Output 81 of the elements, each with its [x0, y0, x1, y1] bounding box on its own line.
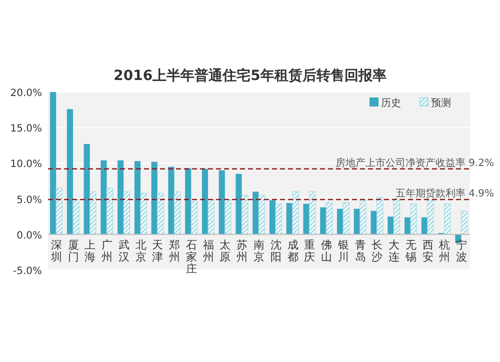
- legend-label: 预测: [431, 97, 451, 109]
- bar: [376, 197, 384, 235]
- ref-line-label: 五年期贷款利率 4.9%: [395, 188, 494, 200]
- bar: [320, 207, 326, 234]
- x-tick-label: 大连: [388, 238, 400, 264]
- bar: [404, 217, 411, 234]
- bar: [236, 174, 242, 234]
- x-tick-label: 西安: [422, 238, 434, 264]
- bar: [241, 194, 248, 235]
- bar: [410, 203, 417, 235]
- x-tick-label: 银川: [336, 238, 349, 264]
- y-tick-label: 5.0%: [16, 194, 42, 206]
- x-tick-label: 厦门: [68, 238, 79, 264]
- x-tick-label: 南京: [254, 238, 264, 264]
- chart-title: 2016上半年普通住宅5年租赁后转售回报率: [114, 67, 386, 84]
- bar: [174, 191, 181, 235]
- bar: [123, 191, 130, 235]
- bar: [134, 161, 141, 234]
- bar: [151, 162, 158, 234]
- x-tick-label: 北京: [135, 238, 146, 264]
- x-tick-label: 沈阳: [270, 238, 282, 264]
- bar: [388, 216, 394, 234]
- bar: [202, 168, 208, 234]
- bar: [50, 92, 56, 234]
- x-tick-label: 成都: [287, 238, 298, 264]
- bar: [224, 199, 232, 235]
- x-tick-label: 上海: [84, 238, 96, 264]
- bar: [286, 203, 292, 234]
- bar: [168, 166, 174, 234]
- bar: [258, 194, 266, 235]
- x-tick-label: 武汉: [118, 238, 130, 264]
- bar: [218, 170, 225, 234]
- y-tick-label: 10.0%: [10, 159, 42, 170]
- y-tick-label: 0.0%: [16, 230, 42, 242]
- x-tick-label: 广州: [102, 238, 113, 264]
- x-tick-label: 苏州: [236, 238, 248, 264]
- legend-label: 历史: [381, 97, 401, 109]
- x-tick-label: 无锡: [404, 238, 416, 264]
- bar: [157, 192, 164, 235]
- x-tick-label: 杭州: [438, 238, 450, 264]
- bar: [326, 202, 333, 235]
- bar: [360, 200, 366, 235]
- bar: [106, 188, 114, 235]
- bar: [185, 168, 192, 234]
- y-tick-label: 20.0%: [10, 88, 42, 99]
- x-tick-label: 青岛: [354, 238, 366, 264]
- ref-line-label: 房地产上市公司净资产收益率 9.2%: [335, 156, 494, 169]
- bar: [140, 192, 147, 235]
- x-tick-label: 深圳: [50, 238, 62, 264]
- bar: [292, 191, 299, 235]
- x-tick-label: 重庆: [304, 238, 316, 264]
- x-tick-label: 福州: [202, 238, 214, 264]
- y-tick-label: -5.0%: [12, 266, 42, 277]
- bar: [190, 201, 198, 235]
- bar: [56, 188, 62, 235]
- y-tick-label: 15.0%: [10, 124, 42, 135]
- bar: [84, 144, 90, 234]
- x-tick-label: 长沙: [372, 238, 383, 264]
- bar: [118, 160, 124, 234]
- bar: [252, 192, 259, 234]
- bar: [342, 202, 350, 235]
- bar: [444, 203, 451, 235]
- bar: [66, 109, 73, 234]
- bar: [100, 160, 107, 234]
- bar: [72, 199, 80, 235]
- x-tick-label: 太原: [220, 238, 231, 264]
- x-tick-label: 天津: [152, 238, 164, 264]
- x-tick-label: 郑州: [169, 238, 180, 264]
- bar: [269, 200, 276, 234]
- bar: [275, 203, 282, 235]
- x-tick-label: 宁波: [456, 238, 468, 264]
- x-tick-label: 佛山: [321, 238, 332, 264]
- bar: [208, 199, 214, 235]
- bar: [393, 198, 400, 235]
- bar: [303, 204, 310, 234]
- bar: [427, 200, 434, 235]
- bar: [460, 210, 468, 235]
- bar: [309, 191, 316, 235]
- x-tick-label: 石家庄: [186, 238, 197, 276]
- bar: [90, 191, 96, 235]
- bar: [370, 210, 377, 234]
